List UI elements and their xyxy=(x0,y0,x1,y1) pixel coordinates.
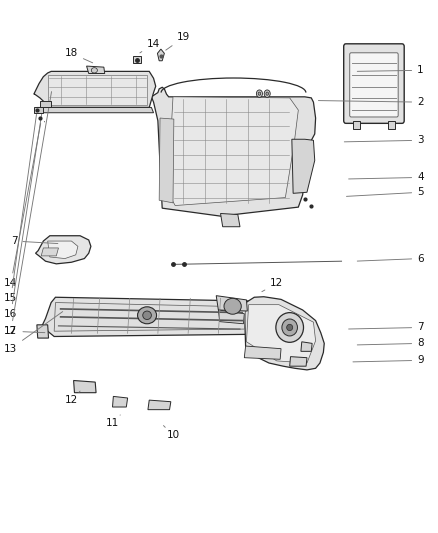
Polygon shape xyxy=(34,71,156,108)
Polygon shape xyxy=(41,248,59,256)
Polygon shape xyxy=(42,297,255,336)
Text: 14: 14 xyxy=(140,39,160,53)
Polygon shape xyxy=(157,49,164,61)
Text: 4: 4 xyxy=(349,172,424,182)
Polygon shape xyxy=(168,97,298,206)
Text: 12: 12 xyxy=(262,278,283,292)
Polygon shape xyxy=(87,66,105,74)
Text: 17: 17 xyxy=(4,92,52,336)
Polygon shape xyxy=(388,120,395,128)
Polygon shape xyxy=(133,56,141,63)
Polygon shape xyxy=(152,87,316,216)
Text: 13: 13 xyxy=(4,312,63,354)
Ellipse shape xyxy=(91,68,97,73)
Polygon shape xyxy=(37,325,49,338)
Ellipse shape xyxy=(224,298,241,314)
Polygon shape xyxy=(290,357,307,366)
Text: 7: 7 xyxy=(349,322,424,333)
Polygon shape xyxy=(48,241,78,259)
Text: 9: 9 xyxy=(353,356,424,365)
FancyBboxPatch shape xyxy=(350,53,398,117)
Text: 12: 12 xyxy=(65,391,80,405)
Polygon shape xyxy=(35,236,91,264)
Ellipse shape xyxy=(264,90,270,98)
Ellipse shape xyxy=(256,90,262,98)
Polygon shape xyxy=(40,101,51,108)
Text: 3: 3 xyxy=(344,135,424,146)
Text: 10: 10 xyxy=(163,425,180,440)
Polygon shape xyxy=(148,400,171,410)
Text: 12: 12 xyxy=(4,326,45,336)
Ellipse shape xyxy=(266,92,268,95)
Polygon shape xyxy=(159,118,174,203)
Polygon shape xyxy=(34,108,43,113)
Polygon shape xyxy=(74,381,96,393)
Polygon shape xyxy=(244,346,281,359)
Ellipse shape xyxy=(138,307,156,324)
Text: 2: 2 xyxy=(318,97,424,107)
Polygon shape xyxy=(37,108,154,113)
Ellipse shape xyxy=(258,92,261,95)
Ellipse shape xyxy=(286,324,293,330)
Polygon shape xyxy=(113,397,127,407)
Text: 7: 7 xyxy=(11,236,58,246)
Ellipse shape xyxy=(276,313,304,342)
Polygon shape xyxy=(353,120,360,128)
FancyBboxPatch shape xyxy=(344,44,404,123)
Text: 19: 19 xyxy=(166,33,191,50)
Text: 6: 6 xyxy=(357,254,424,263)
Text: 15: 15 xyxy=(4,115,36,303)
Polygon shape xyxy=(292,139,315,193)
Polygon shape xyxy=(301,342,312,351)
Polygon shape xyxy=(219,310,244,324)
Polygon shape xyxy=(54,303,246,331)
Polygon shape xyxy=(48,75,147,105)
Text: 1: 1 xyxy=(357,66,424,75)
Text: 14: 14 xyxy=(4,124,41,288)
Text: 8: 8 xyxy=(357,338,424,349)
Text: 16: 16 xyxy=(4,106,43,319)
Text: 11: 11 xyxy=(106,415,120,428)
Text: 18: 18 xyxy=(65,49,93,63)
Polygon shape xyxy=(221,214,240,227)
Polygon shape xyxy=(216,296,247,311)
Polygon shape xyxy=(244,297,324,370)
Polygon shape xyxy=(247,305,316,363)
Ellipse shape xyxy=(282,319,297,336)
Text: 5: 5 xyxy=(346,187,424,197)
Ellipse shape xyxy=(143,311,152,319)
